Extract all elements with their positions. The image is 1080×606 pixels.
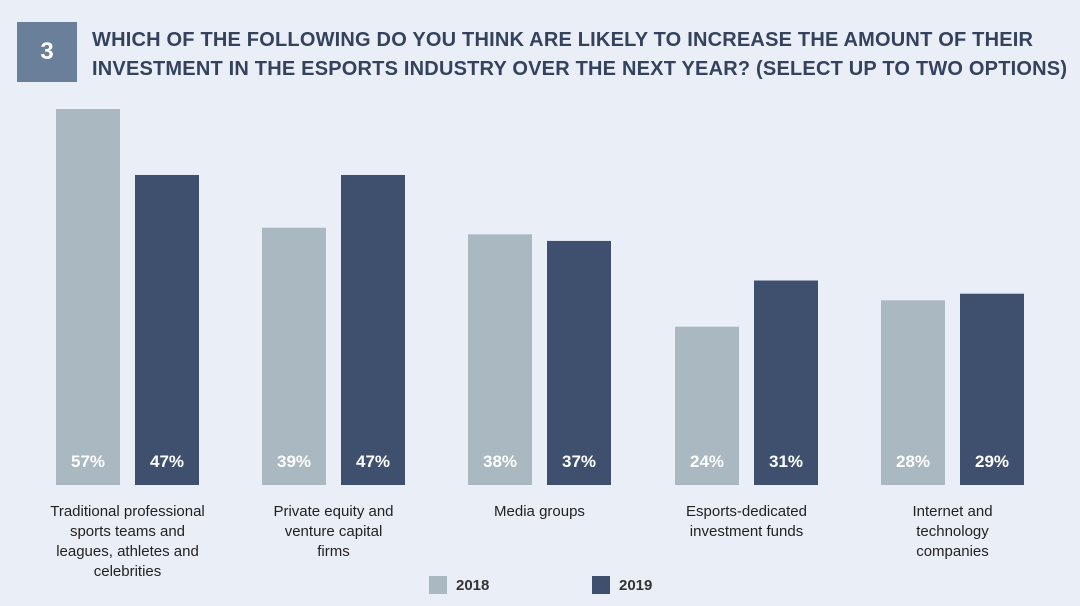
bar-2018-3 xyxy=(675,326,739,485)
bar-value-label-2019-4: 29% xyxy=(975,452,1009,471)
bar-value-label-2018-4: 28% xyxy=(896,452,930,471)
category-label-line: investment funds xyxy=(689,523,804,540)
bar-2018-1 xyxy=(262,227,326,485)
bar-value-label-2018-2: 38% xyxy=(483,452,517,471)
bar-2019-2 xyxy=(547,240,611,485)
bar-2019-4 xyxy=(960,293,1024,485)
question-number-badge: 3 xyxy=(17,22,77,82)
chart-title: WHICH OF THE FOLLOWING DO YOU THINK ARE … xyxy=(92,26,1068,84)
legend-label-2018: 2018 xyxy=(456,576,490,594)
category-label-line: Esports-dedicated xyxy=(686,503,807,520)
category-label-0: Traditional professional sports teams and… xyxy=(38,502,218,582)
category-label-3: Esports-dedicated investment funds xyxy=(657,502,837,542)
bar-value-label-2018-1: 39% xyxy=(277,452,311,471)
category-label-line: celebrities xyxy=(93,563,162,580)
category-label-line: sports teams and xyxy=(69,523,186,540)
category-label-4: Internet and technology companies xyxy=(863,502,1043,562)
chart-title-line-2: INVESTMENT IN THE ESPORTS INDUSTRY OVER … xyxy=(92,58,1068,80)
bar-value-label-2019-0: 47% xyxy=(150,452,184,471)
bar-value-label-2018-0: 57% xyxy=(71,452,105,471)
legend-item-2018: 2018 xyxy=(429,576,489,594)
legend-item-2019: 2019 xyxy=(592,576,652,594)
chart-title-line-1: WHICH OF THE FOLLOWING DO YOU THINK ARE … xyxy=(92,29,1034,51)
category-label-line: venture capital xyxy=(284,523,383,540)
bar-value-label-2018-3: 24% xyxy=(690,452,724,471)
bar-value-label-2019-1: 47% xyxy=(356,452,390,471)
bar-2018-0 xyxy=(56,109,120,485)
category-label-line: companies xyxy=(916,543,989,560)
category-label-line: Internet and xyxy=(912,503,993,520)
category-label-line: Private equity and xyxy=(273,503,394,520)
legend-swatch-2018 xyxy=(429,576,447,594)
bar-2019-3 xyxy=(754,280,818,485)
legend-label-2019: 2019 xyxy=(619,576,653,594)
category-label-1: Private equity and venture capital firms xyxy=(244,502,424,562)
bar-2019-1 xyxy=(341,174,405,485)
category-label-line: firms xyxy=(317,543,350,560)
legend-swatch-2019 xyxy=(592,576,610,594)
category-label-line: Traditional professional xyxy=(50,503,205,520)
category-label-line: leagues, athletes and xyxy=(56,543,199,560)
category-label-2: Media groups xyxy=(450,502,630,522)
bar-2018-4 xyxy=(881,300,945,485)
bar-value-label-2019-2: 37% xyxy=(562,452,596,471)
bar-value-label-2019-3: 31% xyxy=(769,452,803,471)
bar-2019-0 xyxy=(135,174,199,485)
category-label-line: technology xyxy=(916,523,989,540)
category-label-line: Media groups xyxy=(494,503,585,520)
bar-2018-2 xyxy=(468,234,532,485)
